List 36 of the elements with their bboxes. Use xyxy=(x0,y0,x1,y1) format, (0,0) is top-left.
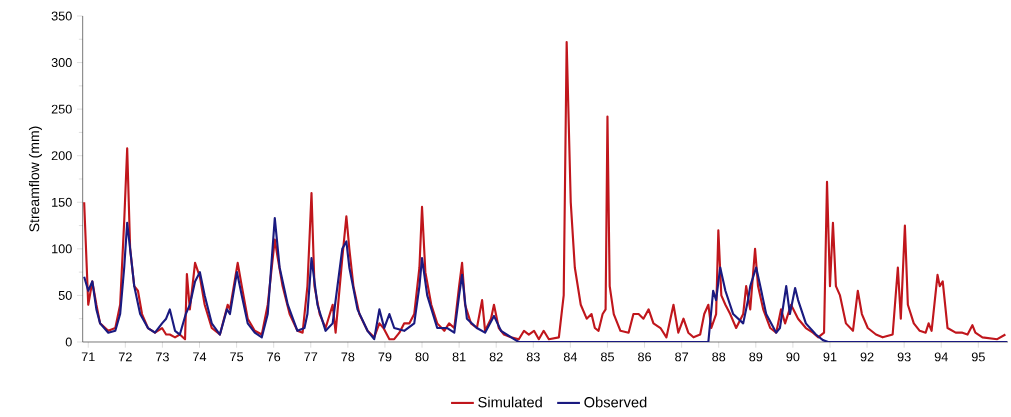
x-tick-label: 73 xyxy=(156,352,169,362)
legend-label: Observed xyxy=(584,396,647,408)
x-tick-label: 71 xyxy=(81,352,95,362)
x-tick-label: 72 xyxy=(118,352,132,362)
x-tick-label: 95 xyxy=(971,352,985,362)
y-tick-label: 50 xyxy=(58,290,72,300)
x-tick-label: 92 xyxy=(860,352,874,362)
y-tick-label: 0 xyxy=(65,337,72,347)
x-tick-label: 89 xyxy=(749,352,763,362)
x-tick-label: 78 xyxy=(341,352,355,362)
y-tick-label: 150 xyxy=(52,197,72,207)
x-tick-label: 82 xyxy=(489,352,503,362)
x-tick-label: 77 xyxy=(304,352,318,362)
x-tick-label: 84 xyxy=(563,352,578,362)
x-tick-label: 79 xyxy=(378,352,392,362)
x-tick-label: 86 xyxy=(638,352,652,362)
x-tick-label: 81 xyxy=(452,352,466,362)
y-tick-label: 250 xyxy=(51,104,72,114)
x-tick-label: 76 xyxy=(267,352,281,362)
x-tick-label: 74 xyxy=(193,352,207,362)
y-tick-label: 200 xyxy=(51,151,72,161)
x-tick-label: 75 xyxy=(230,352,244,362)
x-tick-label: 90 xyxy=(786,352,800,362)
x-tick-label: 87 xyxy=(675,352,689,362)
x-tick-label: 80 xyxy=(415,352,429,362)
x-tick-label: 94 xyxy=(934,352,948,362)
legend-label: Simulated xyxy=(478,396,542,408)
x-tick-label: 88 xyxy=(712,352,726,362)
x-tick-label: 93 xyxy=(897,352,911,362)
x-tick-label: 83 xyxy=(526,352,540,362)
y-axis-title: Streamflow (mm) xyxy=(28,126,42,232)
y-tick-label: 100 xyxy=(52,244,72,254)
x-tick-label: 91 xyxy=(823,352,837,362)
x-tick-label: 85 xyxy=(600,352,614,362)
y-tick-label: 350 xyxy=(51,11,72,21)
y-tick-label: 300 xyxy=(51,58,72,68)
